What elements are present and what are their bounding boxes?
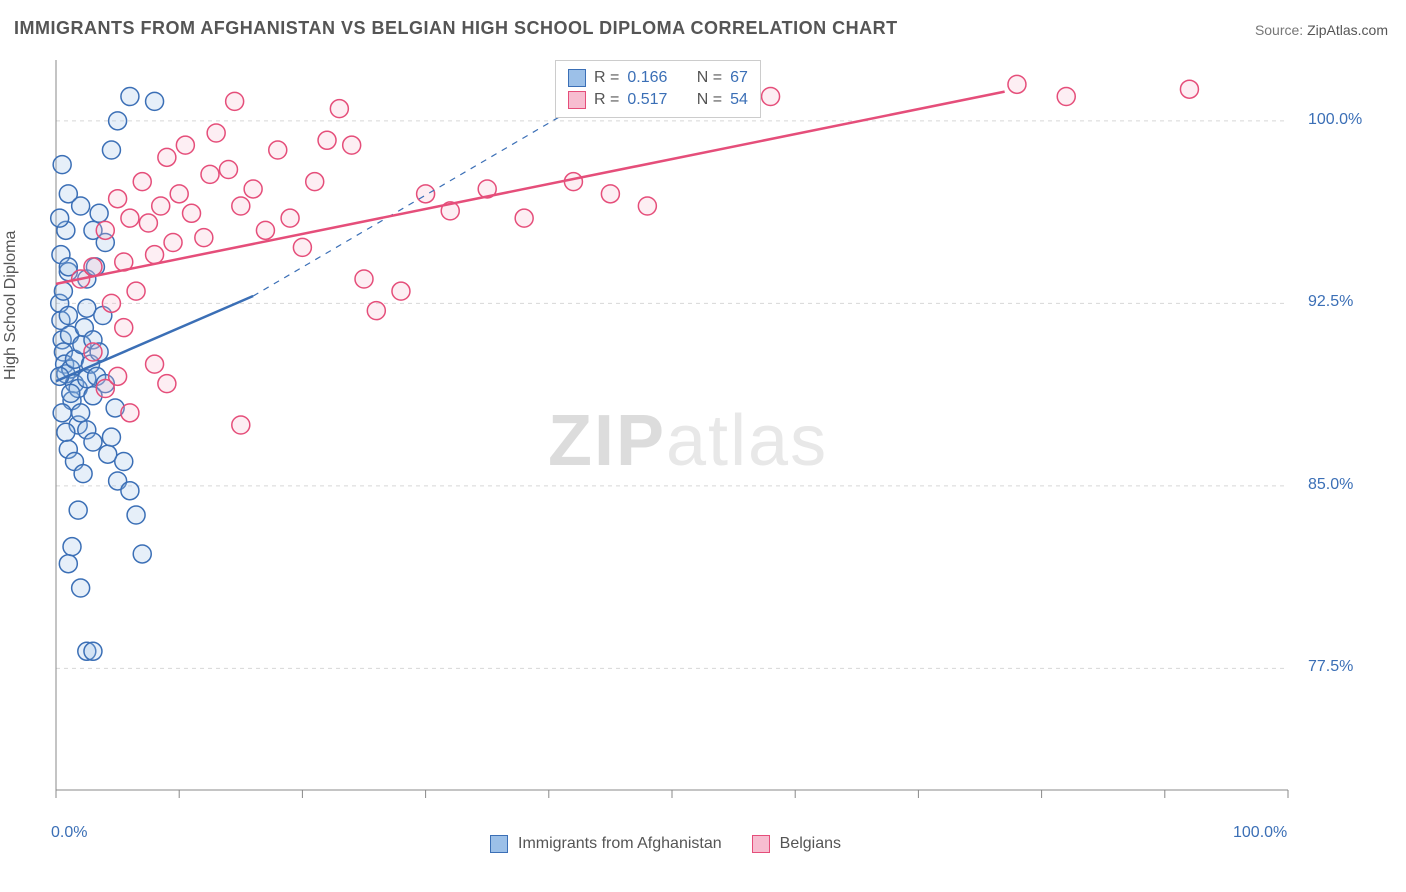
legend-swatch <box>752 835 770 853</box>
correlation-row: R = 0.517 N = 54 <box>568 89 748 111</box>
corr-n-value: 67 <box>730 69 748 87</box>
legend-swatch <box>568 91 586 109</box>
y-tick-label: 100.0% <box>1308 111 1362 129</box>
chart-title: IMMIGRANTS FROM AFGHANISTAN VS BELGIAN H… <box>14 18 898 39</box>
correlation-stats-box: R = 0.166 N = 67R = 0.517 N = 54 <box>555 60 761 118</box>
correlation-row: R = 0.166 N = 67 <box>568 67 748 89</box>
chart-plot-area: ZIPatlas <box>48 50 1298 820</box>
corr-n-label: N = <box>697 91 722 109</box>
legend-series-label: Immigrants from Afghanistan <box>518 835 722 853</box>
y-tick-label: 85.0% <box>1308 476 1353 494</box>
source-value: ZipAtlas.com <box>1307 22 1388 38</box>
x-tick-label: 100.0% <box>1233 824 1287 842</box>
corr-n-value: 54 <box>730 91 748 109</box>
corr-r-value: 0.517 <box>627 91 667 109</box>
source-attribution: Source: ZipAtlas.com <box>1255 22 1388 38</box>
legend-swatch <box>568 69 586 87</box>
corr-r-label: R = <box>594 69 619 87</box>
source-label: Source: <box>1255 22 1307 38</box>
corr-n-label: N = <box>697 69 722 87</box>
corr-r-value: 0.166 <box>627 69 667 87</box>
y-axis-label: High School Diploma <box>2 231 20 380</box>
y-tick-label: 92.5% <box>1308 293 1353 311</box>
scatter-chart-svg <box>48 50 1298 820</box>
bottom-legend: Immigrants from Afghanistan Belgians <box>490 835 861 853</box>
corr-r-label: R = <box>594 91 619 109</box>
legend-series-label: Belgians <box>780 835 841 853</box>
x-tick-label: 0.0% <box>51 824 87 842</box>
y-tick-label: 77.5% <box>1308 658 1353 676</box>
legend-swatch <box>490 835 508 853</box>
